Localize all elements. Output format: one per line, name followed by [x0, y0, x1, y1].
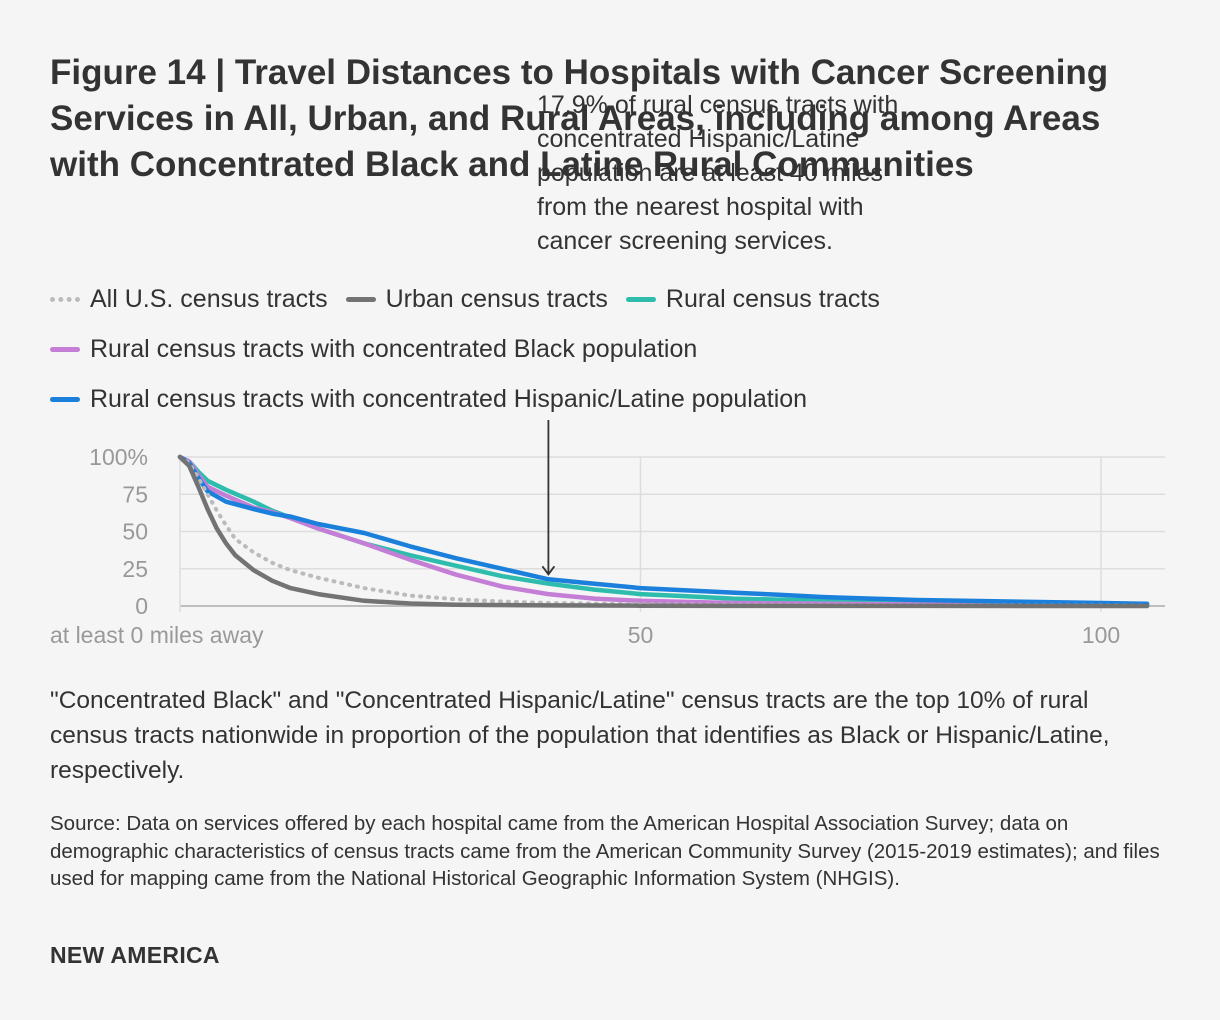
legend-swatch-dotted-icon [50, 296, 80, 302]
series-line-rural-census-tracts-with-concentrated-black-population [177, 454, 1150, 608]
legend-item-rural-tracts: Rural census tracts [625, 284, 880, 314]
legend-item-all-tracts: All U.S. census tracts [50, 285, 328, 314]
legend-row-3: Rural census tracts with concentrated Hi… [50, 374, 1170, 424]
legend-swatch-icon [625, 296, 656, 302]
x-axis-ticks: at least 0 miles away 50 100 [50, 622, 1120, 648]
series-line-rural-census-tracts [177, 454, 1150, 607]
y-tick-label: 25 [122, 556, 148, 582]
legend-row-2: Rural census tracts with concentrated Bl… [50, 324, 1170, 374]
x-tick-label: at least 0 miles away [50, 622, 264, 648]
legend-swatch-icon [50, 346, 80, 352]
legend-swatch-icon [345, 296, 376, 302]
series-line-all-u-s-census-tracts [178, 455, 1150, 608]
chart-legend: All U.S. census tracts Urban census trac… [50, 274, 1170, 424]
y-tick-label: 0 [135, 593, 148, 619]
series-line-urban-census-tracts [177, 454, 1150, 609]
brand-logo-text: NEW AMERICA [50, 942, 220, 968]
annotation-arrow [541, 420, 556, 576]
legend-label: Rural census tracts with concentrated Hi… [90, 384, 808, 413]
figure-title: Figure 14 | Travel Distances to Hospital… [50, 53, 1109, 184]
series-line-rural-census-tracts-with-concentrated-hispanic-latine-population [177, 454, 1150, 607]
legend-label: Rural census tracts with concentrated Bl… [90, 334, 698, 363]
legend-swatch-icon [50, 396, 80, 402]
chart-annotation-text: 17.9% of rural census tracts with concen… [537, 91, 899, 255]
line-chart: 100% 75 50 25 0 at least 0 miles away 50 100 [50, 420, 1165, 648]
legend-item-rural-hispanic: Rural census tracts with concentrated Hi… [50, 385, 807, 414]
chart-source: Source: Data on services offered by each… [50, 812, 1160, 890]
legend-item-urban-tracts: Urban census tracts [345, 284, 608, 314]
annotation-arrowhead-icon [541, 565, 556, 576]
y-tick-label: 75 [122, 481, 148, 507]
legend-label: Urban census tracts [385, 284, 608, 313]
legend-label: Rural census tracts [665, 284, 880, 313]
legend-item-rural-black: Rural census tracts with concentrated Bl… [50, 335, 697, 364]
y-tick-label: 50 [122, 519, 148, 545]
y-tick-label: 100% [89, 444, 148, 470]
chart-note: "Concentrated Black" and "Concentrated H… [50, 687, 1110, 784]
legend-label: All U.S. census tracts [90, 284, 328, 313]
legend-row-1: All U.S. census tracts Urban census trac… [50, 274, 1170, 324]
x-tick-label: 50 [628, 622, 654, 648]
y-axis-ticks: 100% 75 50 25 0 [89, 444, 148, 619]
chart-series [177, 454, 1150, 609]
x-tick-label: 100 [1082, 622, 1120, 648]
